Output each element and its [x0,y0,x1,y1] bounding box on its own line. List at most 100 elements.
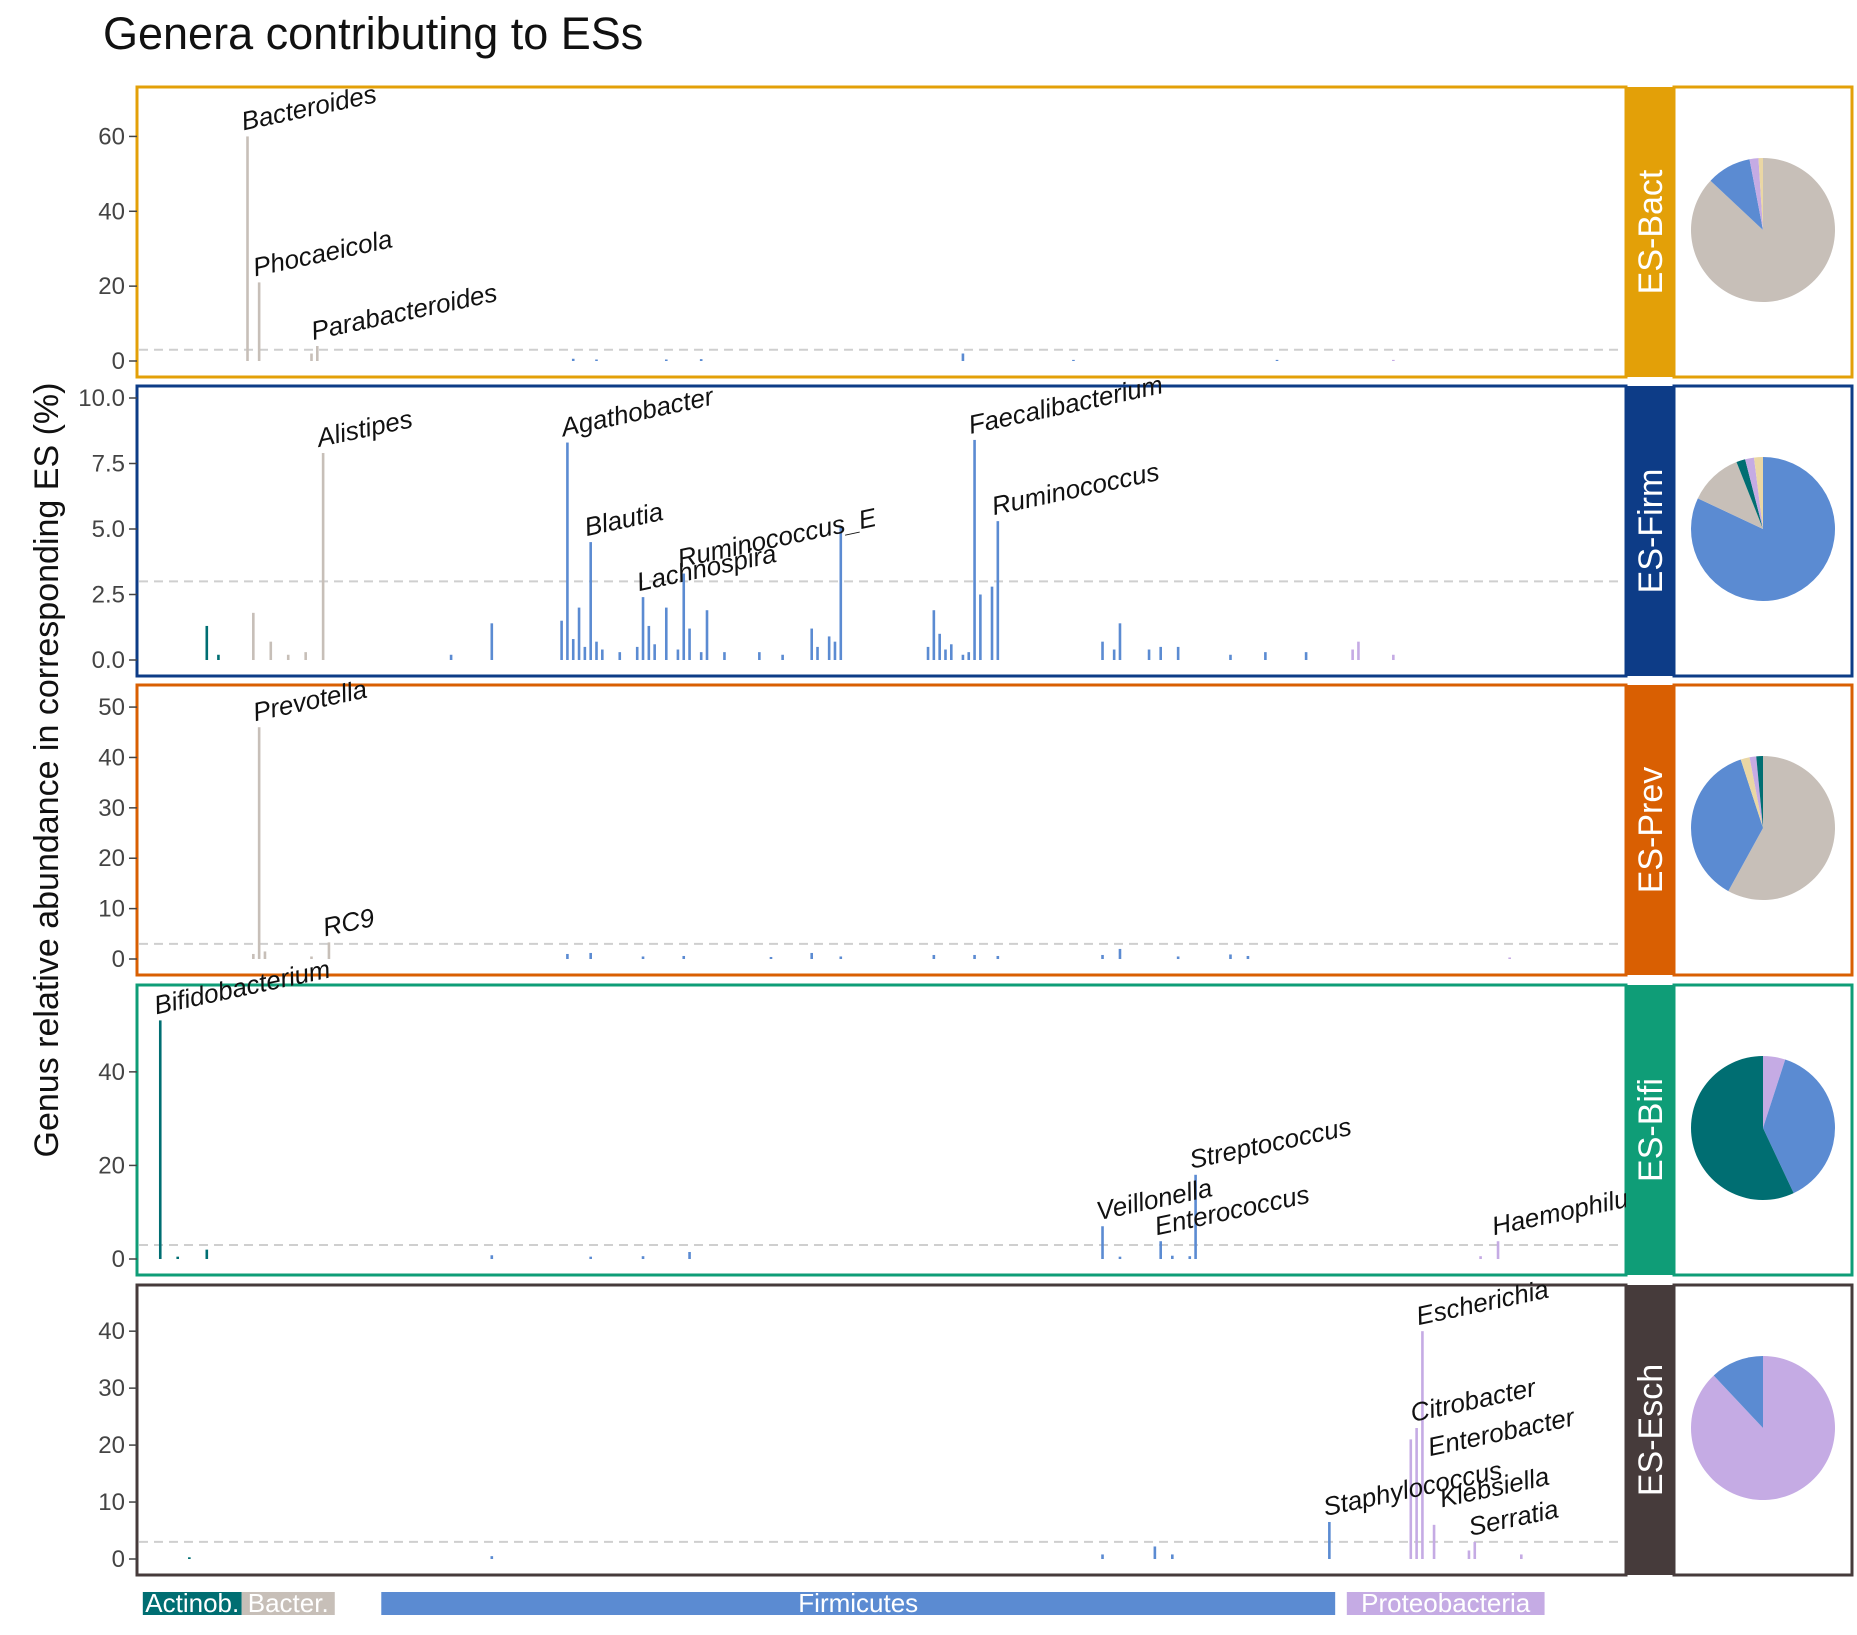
bar [595,359,598,361]
bar [769,956,773,959]
bar [577,607,581,660]
bar [676,649,680,660]
panel-es-esch: 010203040EscherichiaCitrobacterEnterobac… [98,1274,1854,1577]
pie-slice [1713,1356,1763,1428]
y-axis-label: Genus relative abundance in correspondin… [28,383,66,1158]
strip [1626,386,1674,676]
panel-es-prev: 0 10 20 30 40 50 Prevotella RC9 ES-Prev [98,674,1854,977]
pie-slice [1691,1056,1794,1200]
y-tick-label: 0 [112,1246,125,1273]
phylum-segment [142,1592,242,1615]
bar [304,652,307,660]
bar [810,628,814,660]
bar [1112,649,1116,660]
pie-slice [1749,756,1763,828]
bar [932,954,936,959]
phylum-label: Proteobacteria [1361,1588,1531,1618]
bar [560,620,563,660]
phylum-label: Bacter. [248,1588,329,1618]
bar [1520,1554,1523,1559]
panel-es-bifi: 02040BifidobacteriumVeillonellaStreptoco… [98,954,1854,1277]
bar [1101,1226,1104,1259]
pie-slice [1758,158,1763,230]
bar [571,639,575,660]
bar [682,955,686,959]
phylum-bar: Actinob. Bacter. Firmicutes Proteobacteria [142,1588,1545,1618]
y-tick-label: 50 [98,694,125,721]
bar [490,1556,494,1559]
pie-slice [1763,1056,1786,1128]
phylum-segment [1346,1592,1545,1615]
bar [758,652,761,660]
bar [688,1251,691,1259]
y-tick-label: 40 [98,1059,125,1086]
pie-slice [1756,756,1763,828]
bar [252,953,255,959]
bar [1188,1256,1192,1259]
bar [158,1020,162,1259]
y-tick-label: 5.0 [92,516,125,543]
genus-label: Prevotella [250,674,369,727]
genus-label: RC9 [320,902,377,942]
bar [1118,1256,1122,1259]
bar [833,641,837,660]
bar [286,654,290,660]
bar [1392,359,1395,361]
bar [1101,641,1104,660]
y-tick-label: 40 [98,744,125,771]
bar [490,623,494,660]
bar [664,607,668,660]
bar [990,586,994,660]
bar [1421,1331,1424,1559]
y-tick-label: 30 [98,795,125,822]
strip [1626,1285,1674,1575]
bar [961,353,965,361]
y-tick-label: 0 [112,946,125,973]
bar [601,649,604,660]
bar [973,954,976,959]
pie-slice [1753,457,1763,529]
pie-slice [1763,1059,1835,1194]
bar [490,1255,494,1259]
bar [1072,359,1075,361]
strip-label: ES-Prev [1632,767,1670,894]
bar [839,526,843,660]
bar [1467,1550,1471,1559]
y-tick-label: 40 [98,1318,125,1345]
bar [647,625,651,660]
bar [653,644,656,660]
y-tick-label: 10 [98,896,125,923]
panel-frame [135,983,1628,1277]
genus-label: Streptococcus [1187,1111,1354,1175]
y-tick-label: 20 [98,1432,125,1459]
bar [252,612,255,660]
bar [996,521,1000,660]
y-tick-label: 0 [112,1546,125,1573]
bar [1171,1554,1174,1559]
y-tick-label: 2.5 [92,582,125,609]
bar [269,641,273,660]
bar [664,359,668,361]
bar [1101,1554,1104,1559]
bar [949,644,953,660]
y-tick-label: 10 [98,1489,125,1516]
phylum-segment [241,1592,335,1615]
phylum-segment [381,1592,1336,1615]
bar [316,346,319,361]
bar [641,956,645,959]
bar [1159,1241,1162,1259]
genus-label: Alistipes [312,403,415,453]
y-tick-label: 30 [98,1375,125,1402]
bar [967,652,971,660]
y-tick-label: 20 [98,273,125,300]
strip [1626,985,1674,1275]
bar [1229,954,1232,959]
phylum-label: Firmicutes [798,1588,918,1618]
bar [1264,652,1267,660]
strip [1626,685,1674,975]
bar [1508,957,1511,959]
bar [1479,1256,1482,1259]
bar [321,453,325,660]
bar [973,439,976,660]
